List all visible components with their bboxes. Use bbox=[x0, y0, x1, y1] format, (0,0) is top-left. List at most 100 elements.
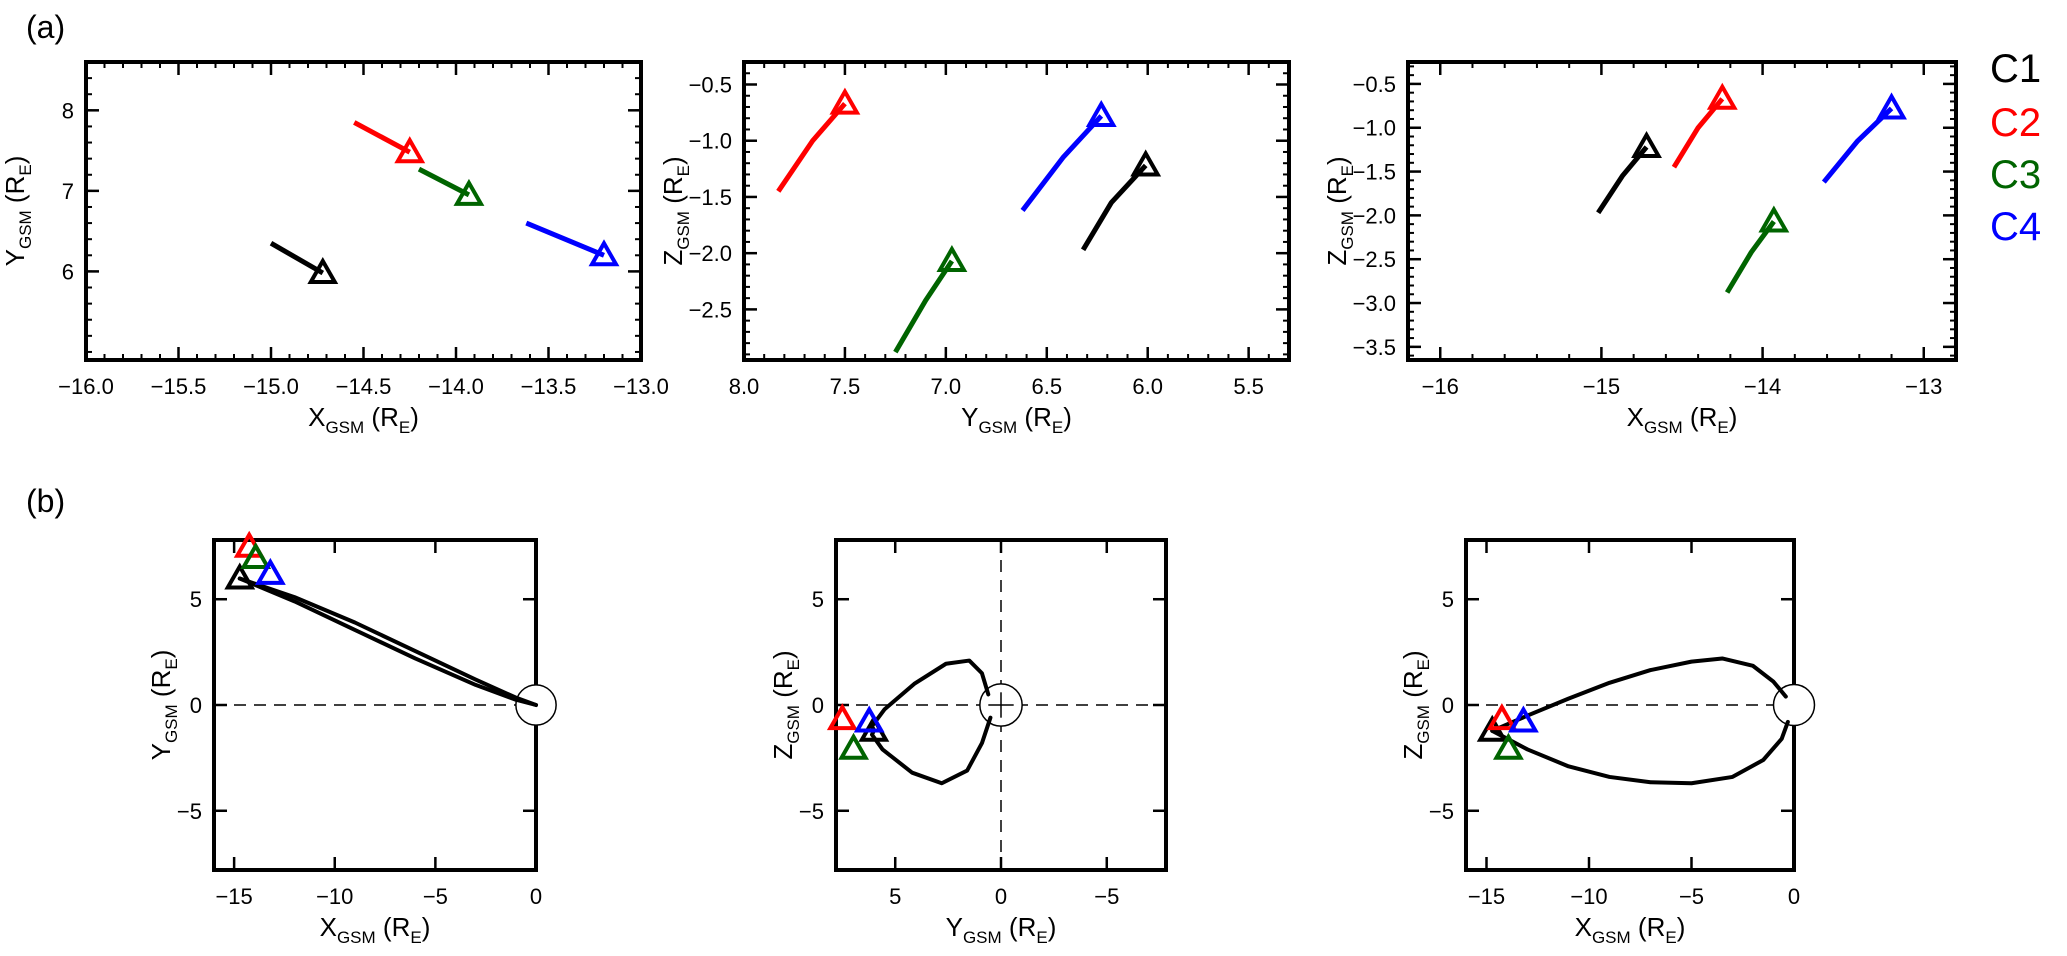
series-line-c3 bbox=[417, 166, 471, 198]
legend-c4: C4 bbox=[1990, 205, 2041, 249]
x-tick-label: −14 bbox=[1744, 374, 1781, 399]
panel-label-b: (b) bbox=[26, 483, 65, 519]
marker-c4 bbox=[254, 557, 286, 585]
plots: −16.0 −15.5 −15.0 −14.5 −14.0 −13.5 −13.0 6 7 8 XG… bbox=[0, 60, 1958, 947]
y-tick-label: −1.5 bbox=[689, 185, 732, 210]
x-tick-label: −15 bbox=[1583, 374, 1620, 399]
x-tick-label: 0 bbox=[530, 884, 542, 909]
x-tick-label: 7.5 bbox=[830, 374, 861, 399]
y-tick-label: −1.0 bbox=[689, 129, 732, 154]
marker-c2 bbox=[829, 87, 861, 115]
x-tick-label: −16.0 bbox=[58, 374, 114, 399]
marker-c3 bbox=[936, 245, 968, 273]
series-line-c2 bbox=[776, 101, 847, 193]
chart-b1: −15 −10 −5 0 −5 0 5 XGSM (RE) YGSM (RE) bbox=[146, 530, 557, 947]
y-tick-label: 0 bbox=[812, 693, 824, 718]
series-line-c4 bbox=[1821, 106, 1894, 184]
x-tick-label: −5 bbox=[1679, 884, 1704, 909]
y-tick-label: 8 bbox=[62, 98, 74, 123]
chart-b2: 5 0 −5 −5 0 5 YGSM (RE) ZGSM (RE) bbox=[768, 538, 1168, 947]
chart-a2: 8.0 7.5 7.0 6.5 6.0 5.5 −2.5 −2.0 −1.5 −1.0 −0.5 YG… bbox=[658, 60, 1291, 437]
field-line-1 bbox=[1490, 719, 1790, 786]
x-tick-label: 5 bbox=[889, 884, 901, 909]
marker-c3 bbox=[1492, 732, 1524, 760]
marker-c4 bbox=[588, 239, 620, 267]
y-tick-label: 7 bbox=[62, 179, 74, 204]
y-axis-label: ZGSM (RE) bbox=[1322, 156, 1357, 265]
x-tick-label: −15.5 bbox=[151, 374, 207, 399]
y-tick-label: 0 bbox=[190, 693, 202, 718]
x-tick-label: −15.0 bbox=[243, 374, 299, 399]
x-tick-label: −13 bbox=[1905, 374, 1942, 399]
marker-c1 bbox=[1130, 149, 1162, 177]
x-tick-label: 8.0 bbox=[729, 374, 760, 399]
y-tick-label: −1.5 bbox=[1353, 160, 1396, 185]
marker-c1 bbox=[224, 562, 256, 590]
x-tick-label: 0 bbox=[1788, 884, 1800, 909]
x-tick-label: −13.5 bbox=[521, 374, 577, 399]
marker-c1 bbox=[307, 256, 339, 285]
x-tick-label: −5 bbox=[1094, 884, 1119, 909]
x-tick-label: −13.0 bbox=[613, 374, 669, 399]
chart-a1: −16.0 −15.5 −15.0 −14.5 −14.0 −13.5 −13.0 6 7 8 XG… bbox=[0, 60, 669, 437]
x-tick-label: 5.5 bbox=[1233, 374, 1264, 399]
y-tick-label: −3.0 bbox=[1353, 291, 1396, 316]
marker-c2 bbox=[394, 136, 426, 164]
x-tick-label: 7.0 bbox=[931, 374, 962, 399]
field-line-1 bbox=[869, 715, 993, 786]
marker-c3 bbox=[240, 541, 272, 569]
panel-label-a: (a) bbox=[26, 9, 65, 45]
y-tick-label: −1.0 bbox=[1353, 116, 1396, 141]
marker-c3 bbox=[453, 178, 485, 206]
marker-c3 bbox=[1758, 205, 1790, 233]
marker-c2 bbox=[826, 703, 858, 731]
x-tick-label: −10 bbox=[316, 884, 353, 909]
x-tick-label: −15 bbox=[215, 884, 252, 909]
y-tick-label: 5 bbox=[190, 587, 202, 612]
marker-c2 bbox=[1486, 703, 1518, 731]
y-tick-label: −5 bbox=[1429, 799, 1454, 824]
series-line-c4 bbox=[1020, 114, 1104, 212]
plot-frame bbox=[84, 60, 643, 362]
x-axis-label: XGSM (RE) bbox=[1575, 912, 1686, 947]
x-axis-label: XGSM (RE) bbox=[1627, 402, 1738, 437]
series-line-c1 bbox=[269, 241, 325, 276]
y-tick-label: −3.5 bbox=[1353, 335, 1396, 360]
field-line-1 bbox=[237, 576, 538, 707]
plot-frame bbox=[742, 60, 1291, 362]
marker-c4 bbox=[1876, 92, 1907, 120]
y-tick-label: −2.0 bbox=[1353, 203, 1396, 228]
x-tick-label: −14.5 bbox=[336, 374, 392, 399]
legend-c2: C2 bbox=[1990, 101, 2041, 145]
x-axis-label: XGSM (RE) bbox=[308, 402, 419, 437]
marker-c4 bbox=[1085, 99, 1117, 127]
chart-a3: −16 −15 −14 −13 −3.5 −3.0 −2.5 −2.0 −1.5 −1.0 −0.5… bbox=[1322, 60, 1958, 437]
x-tick-label: 0 bbox=[995, 884, 1007, 909]
y-axis-label: ZGSM (RE) bbox=[768, 650, 803, 759]
y-tick-label: −2.5 bbox=[689, 297, 732, 322]
marker-c4 bbox=[1507, 705, 1539, 733]
field-line-0 bbox=[1490, 656, 1788, 733]
y-tick-label: −5 bbox=[177, 799, 202, 824]
y-tick-label: 5 bbox=[1442, 587, 1454, 612]
y-axis-label: ZGSM (RE) bbox=[1398, 650, 1433, 759]
legend-c1: C1 bbox=[1990, 47, 2041, 91]
legend-c3: C3 bbox=[1990, 153, 2041, 197]
series-line-c1 bbox=[1080, 163, 1148, 252]
y-axis-label: ZGSM (RE) bbox=[658, 156, 693, 265]
marker-c4 bbox=[853, 705, 885, 733]
x-tick-label: −5 bbox=[423, 884, 448, 909]
x-tick-label: 6.5 bbox=[1031, 374, 1062, 399]
series-line-c3 bbox=[893, 259, 954, 354]
y-axis-label: YGSM (RE) bbox=[0, 156, 35, 267]
y-tick-label: 0 bbox=[1442, 693, 1454, 718]
x-tick-label: −10 bbox=[1570, 884, 1607, 909]
x-tick-label: −16 bbox=[1422, 374, 1459, 399]
x-axis-label: XGSM (RE) bbox=[320, 912, 431, 947]
x-tick-label: −14.0 bbox=[428, 374, 484, 399]
y-tick-label: 6 bbox=[62, 259, 74, 284]
marker-c3 bbox=[838, 732, 870, 760]
field-line-0 bbox=[869, 658, 991, 733]
marker-c1 bbox=[1631, 130, 1662, 159]
marker-c2 bbox=[1706, 82, 1738, 110]
